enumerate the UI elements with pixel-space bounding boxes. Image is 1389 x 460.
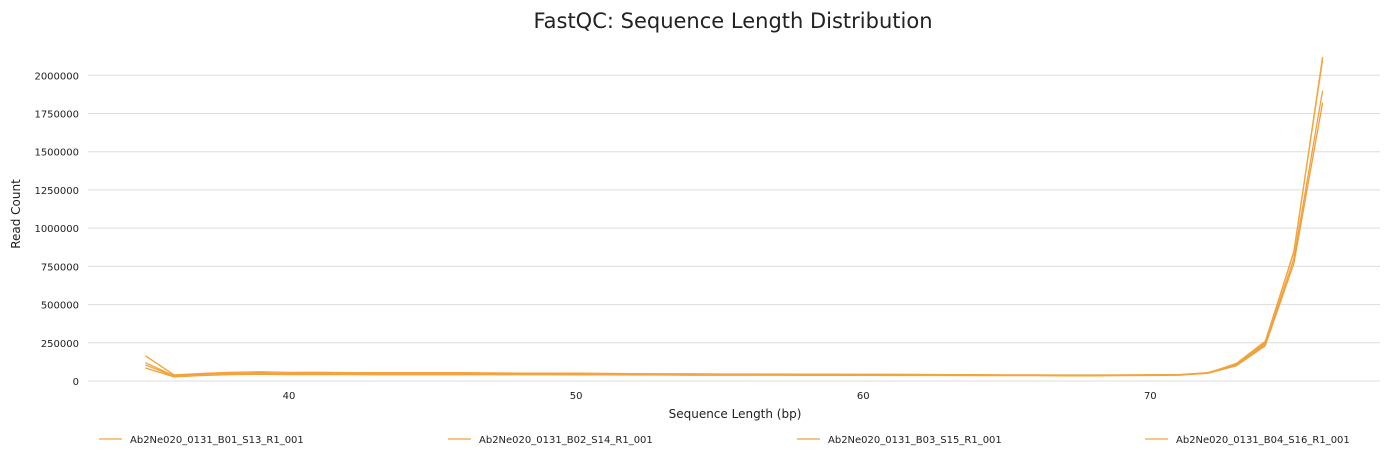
y-tick-label: 1750000 — [34, 110, 79, 121]
legend-entry-label: Ab2Ne020_0131_B02_S14_R1_001 — [479, 435, 653, 446]
legend-entry-label: Ab2Ne020_0131_B01_S13_R1_001 — [130, 435, 304, 446]
y-tick-labels: 0 250000 500000 750000 1000000 1250000 1500000… — [34, 71, 79, 388]
series-layer — [145, 56, 1324, 378]
legend-entry-label: Ab2Ne020_0131_B04_S16_R1_001 — [1176, 435, 1350, 446]
legend: Ab2Ne020_0131_B01_S13_R1_001 Ab2Ne020_013… — [99, 435, 1350, 446]
x-tick-label: 70 — [1144, 391, 1157, 402]
legend-entry-label: Ab2Ne020_0131_B03_S15_R1_001 — [828, 435, 1002, 446]
y-tick-label: 1000000 — [34, 224, 79, 235]
y-tick-label: 2000000 — [34, 71, 79, 82]
x-tick-label: 60 — [857, 391, 870, 402]
y-tick-label: 500000 — [41, 301, 79, 312]
x-axis-label: Sequence Length (bp) — [669, 407, 802, 421]
y-tick-label: 0 — [73, 377, 79, 388]
series-line-1 — [145, 59, 1324, 376]
y-tick-label: 750000 — [41, 262, 79, 273]
y-tick-label: 1500000 — [34, 148, 79, 159]
y-tick-label: 250000 — [41, 339, 79, 350]
y-tick-label: 1250000 — [34, 186, 79, 197]
x-tick-label: 50 — [570, 391, 583, 402]
x-tick-labels: 40 50 60 70 — [283, 391, 1157, 402]
series-line-3 — [145, 102, 1324, 378]
series-line-4 — [145, 56, 1324, 377]
chart-title: FastQC: Sequence Length Distribution — [533, 9, 932, 33]
y-axis-label: Read Count — [9, 179, 23, 249]
x-tick-label: 40 — [283, 391, 296, 402]
series-line-2 — [145, 90, 1324, 377]
grid-layer — [88, 74, 1380, 382]
